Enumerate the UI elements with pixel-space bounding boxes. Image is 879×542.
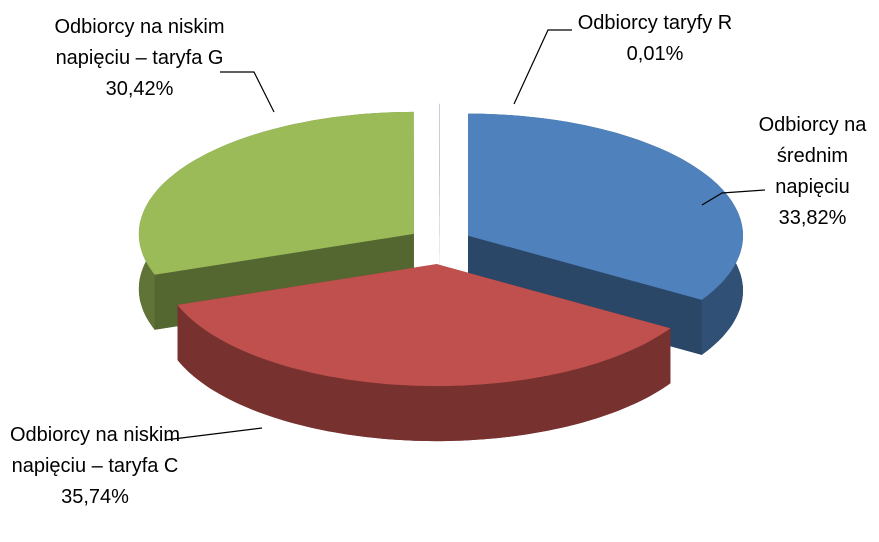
value-label: 30,42%	[105, 78, 174, 100]
category-label: Odbiorcy na średnim napięciu	[758, 114, 867, 198]
data-label: Odbiorcy na niskim napięciu – taryfa G 30…	[42, 12, 237, 105]
slice-top	[468, 113, 743, 300]
category-label: Odbiorcy na niskim napięciu – taryfa C	[9, 424, 181, 477]
slice-top	[138, 111, 414, 275]
data-label: Odbiorcy na średnim napięciu 33,82%	[745, 110, 879, 234]
leader-line	[220, 71, 275, 113]
slice	[177, 264, 671, 442]
category-label: Odbiorcy na niskim napięciu – taryfa G	[54, 16, 225, 69]
value-label: 0,01%	[626, 43, 684, 65]
leader-line	[164, 427, 263, 441]
value-label: 33,82%	[778, 207, 847, 229]
leader-line	[513, 29, 572, 105]
data-label: Odbiorcy na niskim napięciu – taryfa C 35…	[0, 420, 190, 513]
slice-side	[177, 304, 671, 442]
category-label: Odbiorcy taryfy R	[577, 12, 733, 34]
value-label: 35,74%	[61, 486, 129, 508]
leader-line	[701, 189, 766, 206]
slice-top	[177, 264, 671, 387]
data-label: Odbiorcy taryfy R 0,01%	[560, 8, 750, 70]
